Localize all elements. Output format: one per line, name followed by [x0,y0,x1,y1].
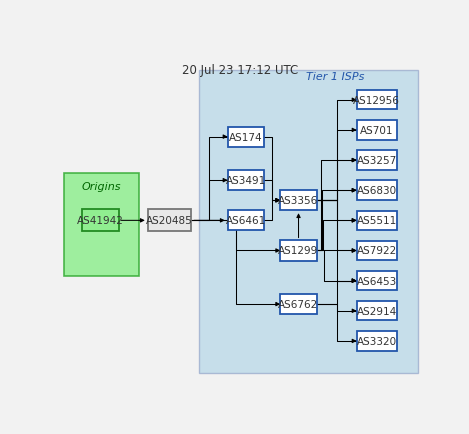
Bar [356,301,397,321]
Bar [198,70,418,373]
Text: AS5511: AS5511 [356,216,397,226]
Text: AS3491: AS3491 [226,176,266,186]
Bar [227,211,264,231]
Bar [356,91,397,110]
Text: AS7922: AS7922 [356,246,397,256]
Text: AS3320: AS3320 [356,336,397,346]
Bar [280,294,317,314]
Bar [64,174,139,276]
Bar [356,332,397,351]
Bar [227,127,264,147]
Bar [356,121,397,140]
Text: AS6830: AS6830 [356,186,397,196]
Bar [356,181,397,201]
Bar [227,171,264,191]
Text: AS1299: AS1299 [279,246,318,256]
Text: AS174: AS174 [229,132,263,142]
Bar [280,191,317,211]
Text: Origins: Origins [82,181,121,191]
Bar [280,241,317,261]
Bar [82,210,119,232]
Text: AS20485: AS20485 [146,216,193,226]
Bar [148,210,191,232]
Bar [356,271,397,291]
Text: AS6461: AS6461 [226,216,266,226]
Text: AS6453: AS6453 [356,276,397,286]
Text: AS41942: AS41942 [77,216,124,226]
Text: 20 Jul 23 17:12 UTC: 20 Jul 23 17:12 UTC [182,64,298,77]
Text: AS701: AS701 [360,125,393,135]
Text: AS3257: AS3257 [356,156,397,166]
Bar [356,151,397,171]
Text: AS2914: AS2914 [356,306,397,316]
Text: AS12956: AS12956 [353,95,400,105]
Text: AS3356: AS3356 [279,196,318,206]
Text: Tier 1 ISPs: Tier 1 ISPs [306,72,364,82]
Bar [356,241,397,260]
Text: AS6762: AS6762 [279,299,318,309]
Bar [356,211,397,230]
